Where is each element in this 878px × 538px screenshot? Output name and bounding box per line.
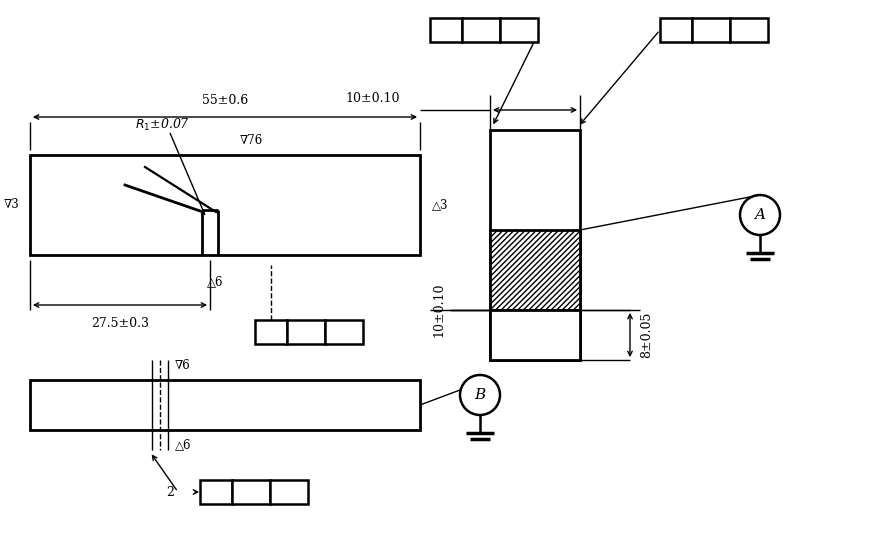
Text: 2: 2 — [166, 485, 174, 499]
Text: ⊥: ⊥ — [669, 24, 681, 37]
Text: ∇76: ∇76 — [240, 134, 263, 147]
Text: A: A — [753, 208, 765, 222]
Text: A: A — [514, 24, 523, 37]
Text: 55±0.6: 55±0.6 — [202, 94, 248, 107]
Bar — [659, 18, 691, 42]
Text: 0.1: 0.1 — [296, 325, 315, 338]
Bar — [462, 18, 500, 42]
Text: 0.1: 0.1 — [701, 24, 720, 37]
Text: 0.1: 0.1 — [471, 24, 491, 37]
Bar — [255, 320, 287, 344]
Text: ⊥: ⊥ — [210, 485, 221, 499]
Bar — [232, 480, 270, 504]
Text: //: // — [266, 325, 275, 338]
Text: ⊥: ⊥ — [440, 24, 451, 37]
Text: B: B — [474, 388, 485, 402]
Text: 0.3: 0.3 — [241, 485, 261, 499]
Bar — [325, 320, 363, 344]
Bar — [270, 480, 307, 504]
Text: $R_1$±0.07: $R_1$±0.07 — [135, 117, 190, 133]
Bar — [489, 310, 579, 360]
Text: A: A — [744, 24, 752, 37]
Text: ∇6: ∇6 — [175, 359, 191, 372]
Text: B: B — [284, 485, 293, 499]
Text: 27.5±0.3: 27.5±0.3 — [91, 317, 149, 330]
Bar — [30, 155, 420, 255]
Text: 10±0.10: 10±0.10 — [345, 92, 399, 105]
Bar — [429, 18, 462, 42]
Text: A: A — [339, 325, 348, 338]
Text: 8±0.05: 8±0.05 — [639, 312, 652, 358]
Text: △6: △6 — [206, 275, 223, 288]
Bar — [287, 320, 325, 344]
Text: △6: △6 — [175, 438, 191, 451]
Bar — [30, 380, 420, 430]
Text: 10±0.10: 10±0.10 — [431, 283, 444, 337]
Bar — [200, 480, 232, 504]
Bar — [500, 18, 537, 42]
Bar — [729, 18, 767, 42]
Text: ∇3: ∇3 — [4, 199, 20, 211]
Bar — [489, 230, 579, 310]
Bar — [489, 130, 579, 360]
Bar — [691, 18, 729, 42]
Text: △3: △3 — [431, 199, 448, 211]
